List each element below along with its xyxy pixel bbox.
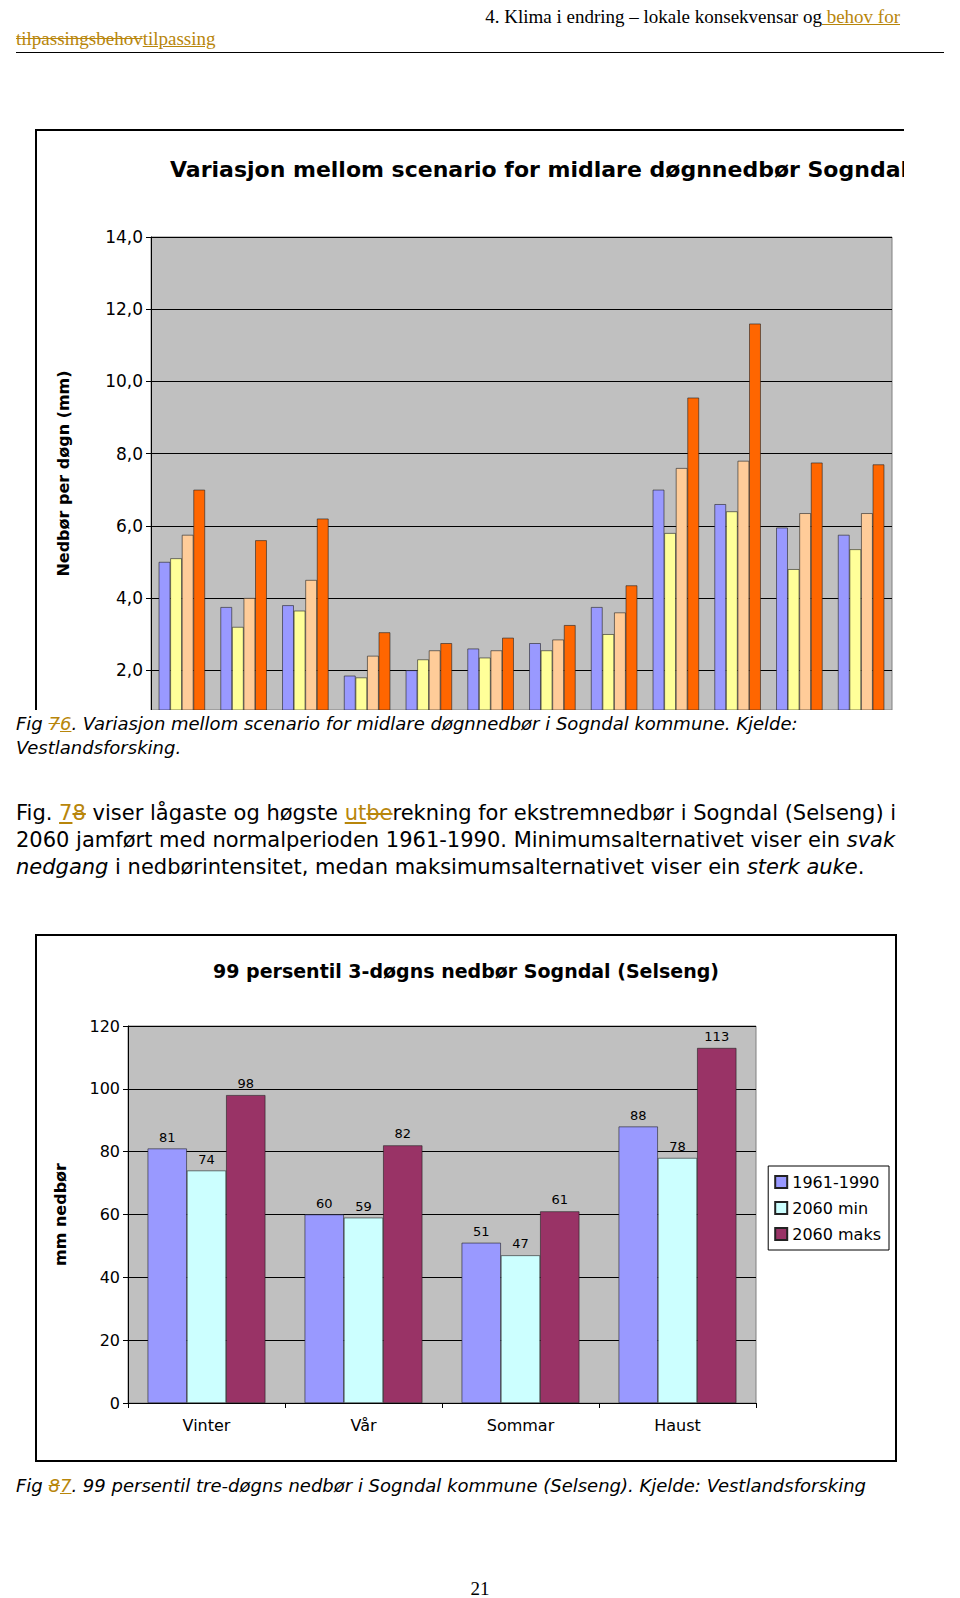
svg-text:74: 74 bbox=[198, 1152, 215, 1167]
svg-text:Haust: Haust bbox=[654, 1416, 701, 1435]
svg-text:Vinter: Vinter bbox=[183, 1416, 231, 1435]
html-text:21: 21 bbox=[470, 1578, 490, 1598]
svg-text:113: 113 bbox=[704, 1029, 729, 1044]
svg-text:6,0: 6,0 bbox=[116, 516, 143, 536]
svg-text:10,0: 10,0 bbox=[105, 371, 143, 391]
svg-text:Nedbør per døgn (mm): Nedbør per døgn (mm) bbox=[54, 370, 73, 576]
svg-text:4,0: 4,0 bbox=[116, 588, 143, 608]
svg-text:80: 80 bbox=[100, 1142, 120, 1161]
svg-text:2060 maks: 2060 maks bbox=[792, 1225, 881, 1244]
svg-text:98: 98 bbox=[237, 1076, 254, 1091]
svg-text:Vår: Vår bbox=[350, 1416, 377, 1435]
svg-text:82: 82 bbox=[394, 1126, 411, 1141]
html-text:Fig 7 6. Variasjon mellom scen: Fig 7 6. Variasjon mellom scenario for m… bbox=[16, 713, 798, 758]
svg-text:Sommar: Sommar bbox=[487, 1416, 555, 1435]
html-text:Fig 8 7. 99 persentil tre-døgn: Fig 8 7. 99 persentil tre-døgns nedbør i… bbox=[16, 1475, 866, 1496]
html-text:Fig. 7 8 viser lågaste og høgs: Fig. 7 8 viser lågaste og høgste ut be r… bbox=[16, 801, 897, 879]
svg-text:8,0: 8,0 bbox=[116, 444, 143, 464]
svg-text:60: 60 bbox=[316, 1196, 333, 1211]
svg-text:81: 81 bbox=[159, 1130, 176, 1145]
svg-text:88: 88 bbox=[630, 1108, 647, 1123]
svg-text:51: 51 bbox=[473, 1224, 490, 1239]
svg-text:78: 78 bbox=[669, 1139, 686, 1154]
svg-text:2060 min: 2060 min bbox=[792, 1199, 868, 1218]
svg-text:100: 100 bbox=[89, 1079, 120, 1098]
svg-text:14,0: 14,0 bbox=[105, 227, 143, 247]
svg-text:120: 120 bbox=[89, 1017, 120, 1036]
svg-text:61: 61 bbox=[551, 1192, 568, 1207]
svg-text:60: 60 bbox=[100, 1205, 120, 1224]
html-text:4. Klima i endring – lokale ko: 4. Klima i endring – lokale konsekvensar… bbox=[485, 6, 900, 27]
svg-text:20: 20 bbox=[100, 1331, 120, 1350]
svg-text:12,0: 12,0 bbox=[105, 299, 143, 319]
svg-text:1961-1990: 1961-1990 bbox=[792, 1173, 879, 1192]
svg-text:2,0: 2,0 bbox=[116, 660, 143, 680]
svg-text:mm nedbør: mm nedbør bbox=[51, 1163, 70, 1266]
svg-text:40: 40 bbox=[100, 1268, 120, 1287]
html-text:tilpassingsbehov tilpassing: tilpassingsbehov tilpassing bbox=[16, 28, 216, 49]
svg-text:47: 47 bbox=[512, 1236, 529, 1251]
svg-text:Variasjon mellom scenario for: Variasjon mellom scenario for midlare dø… bbox=[170, 157, 904, 182]
svg-text:0: 0 bbox=[110, 1394, 120, 1413]
svg-text:59: 59 bbox=[355, 1199, 372, 1214]
svg-text:99 persentil 3-døgns nedbør So: 99 persentil 3-døgns nedbør Sogndal (Sel… bbox=[213, 960, 719, 982]
